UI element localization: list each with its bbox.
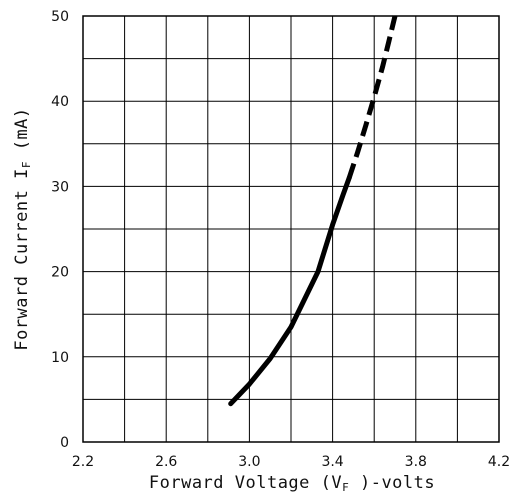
x-tick-label: 2.2 [72,454,94,470]
y-tick-label: 30 [51,179,69,195]
x-tick-label: 3.8 [405,454,427,470]
y-tick-label: 0 [60,435,69,451]
series-layer [228,15,398,407]
x-tick-label: 3.0 [238,454,260,470]
curve-dashed-line [346,15,398,179]
curve-solid-line [228,175,352,407]
x-axis-title: Forward Voltage (VF )-volts [149,473,435,494]
y-axis-title: Forward Current IF (mA) [12,107,33,350]
x-tick-label: 2.6 [155,454,177,470]
plot-frame [82,15,500,443]
y-tick-label: 20 [51,265,69,281]
y-tick-label: 40 [51,94,69,110]
y-tick-labels: 0 10 20 30 40 50 [51,9,69,451]
x-tick-labels: 2.2 2.6 3.0 3.4 3.8 4.2 [72,454,510,470]
y-tick-label: 50 [51,9,69,25]
y-tick-label: 10 [51,350,69,366]
x-tick-label: 4.2 [488,454,510,470]
x-tick-label: 3.4 [321,454,343,470]
grid [83,16,499,442]
